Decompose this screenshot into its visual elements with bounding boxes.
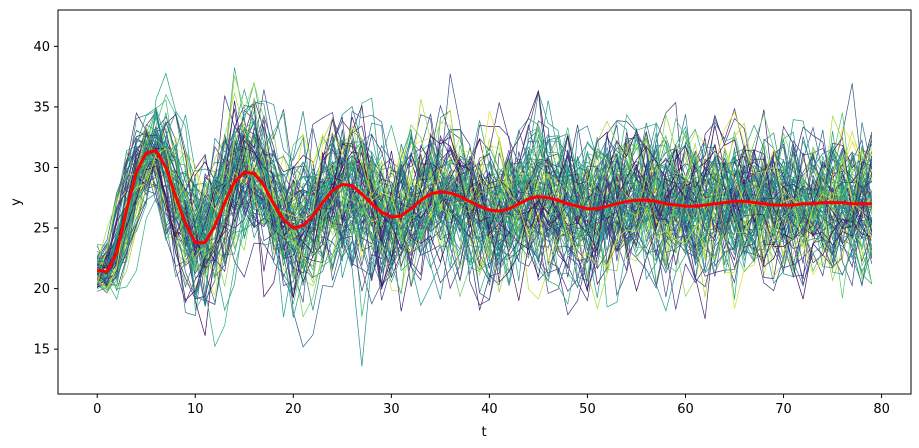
x-tick-label: 50 [579,402,596,417]
sample-series-line [96,119,873,300]
sample-series-line [96,111,873,301]
sample-series-line [96,129,873,318]
y-axis-label: y [9,198,24,206]
sample-series-line [96,111,873,304]
y-tick-label: 30 [33,161,50,176]
sample-series-line [97,83,873,301]
sample-series-line [96,101,873,316]
x-tick-label: 60 [677,402,694,417]
sample-series-line [97,100,872,301]
sample-series-line [96,132,873,279]
x-tick-label: 0 [93,402,101,417]
x-tick-label: 80 [873,402,890,417]
x-tick-label: 30 [383,402,400,417]
x-axis-label: t [481,425,486,440]
x-tick-label: 70 [775,402,792,417]
sample-series-line [96,92,873,310]
sample-series-line [96,120,872,268]
x-tick-label: 10 [187,402,204,417]
sample-series-line [96,111,873,310]
y-tick-label: 20 [33,282,50,297]
sample-series-line [96,108,872,288]
sample-series-line [96,102,873,291]
y-tick-label: 15 [33,343,50,358]
x-tick-label: 40 [481,402,498,417]
y-tick-label: 35 [33,100,50,115]
sample-series-line [96,151,873,281]
x-axis: 0 10 20 30 40 50 60 70 80 [93,394,890,417]
y-axis: 15 20 25 30 35 40 [33,40,58,358]
sample-series-line [97,103,873,319]
mean-series-line [97,149,872,274]
sample-series-line [97,91,872,279]
mean-line-group [97,149,872,274]
sample-series-line [96,111,873,290]
plot-frame [57,9,912,395]
sample-series-line [97,124,873,304]
x-tick-label: 20 [285,402,302,417]
y-tick-label: 25 [33,222,50,237]
y-tick-label: 40 [33,40,50,55]
